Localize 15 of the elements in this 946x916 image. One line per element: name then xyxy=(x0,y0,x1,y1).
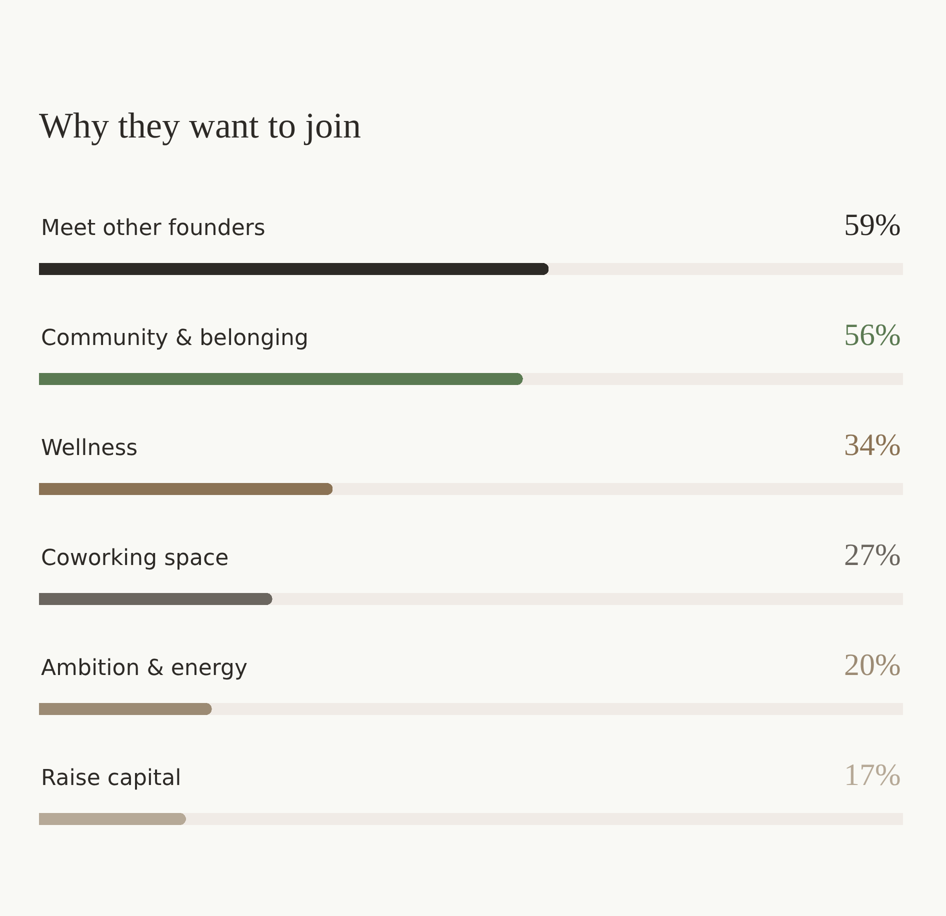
y-tick-label: Ambition & energy xyxy=(41,656,248,681)
data-label: 17% xyxy=(844,757,901,792)
bar xyxy=(39,702,212,716)
data-label: 34% xyxy=(844,427,901,462)
data-label: 59% xyxy=(844,207,901,242)
data-label: 27% xyxy=(844,537,901,572)
data-label: 56% xyxy=(844,317,901,352)
y-tick-label: Community & belonging xyxy=(41,326,308,351)
chart-title: Why they want to join xyxy=(39,106,361,146)
bar xyxy=(39,812,186,826)
y-tick-label: Raise capital xyxy=(41,766,182,791)
y-tick-label: Coworking space xyxy=(41,546,229,571)
y-tick-label: Meet other founders xyxy=(41,216,266,241)
data-label: 20% xyxy=(844,647,901,682)
y-tick-label: Wellness xyxy=(41,436,138,461)
